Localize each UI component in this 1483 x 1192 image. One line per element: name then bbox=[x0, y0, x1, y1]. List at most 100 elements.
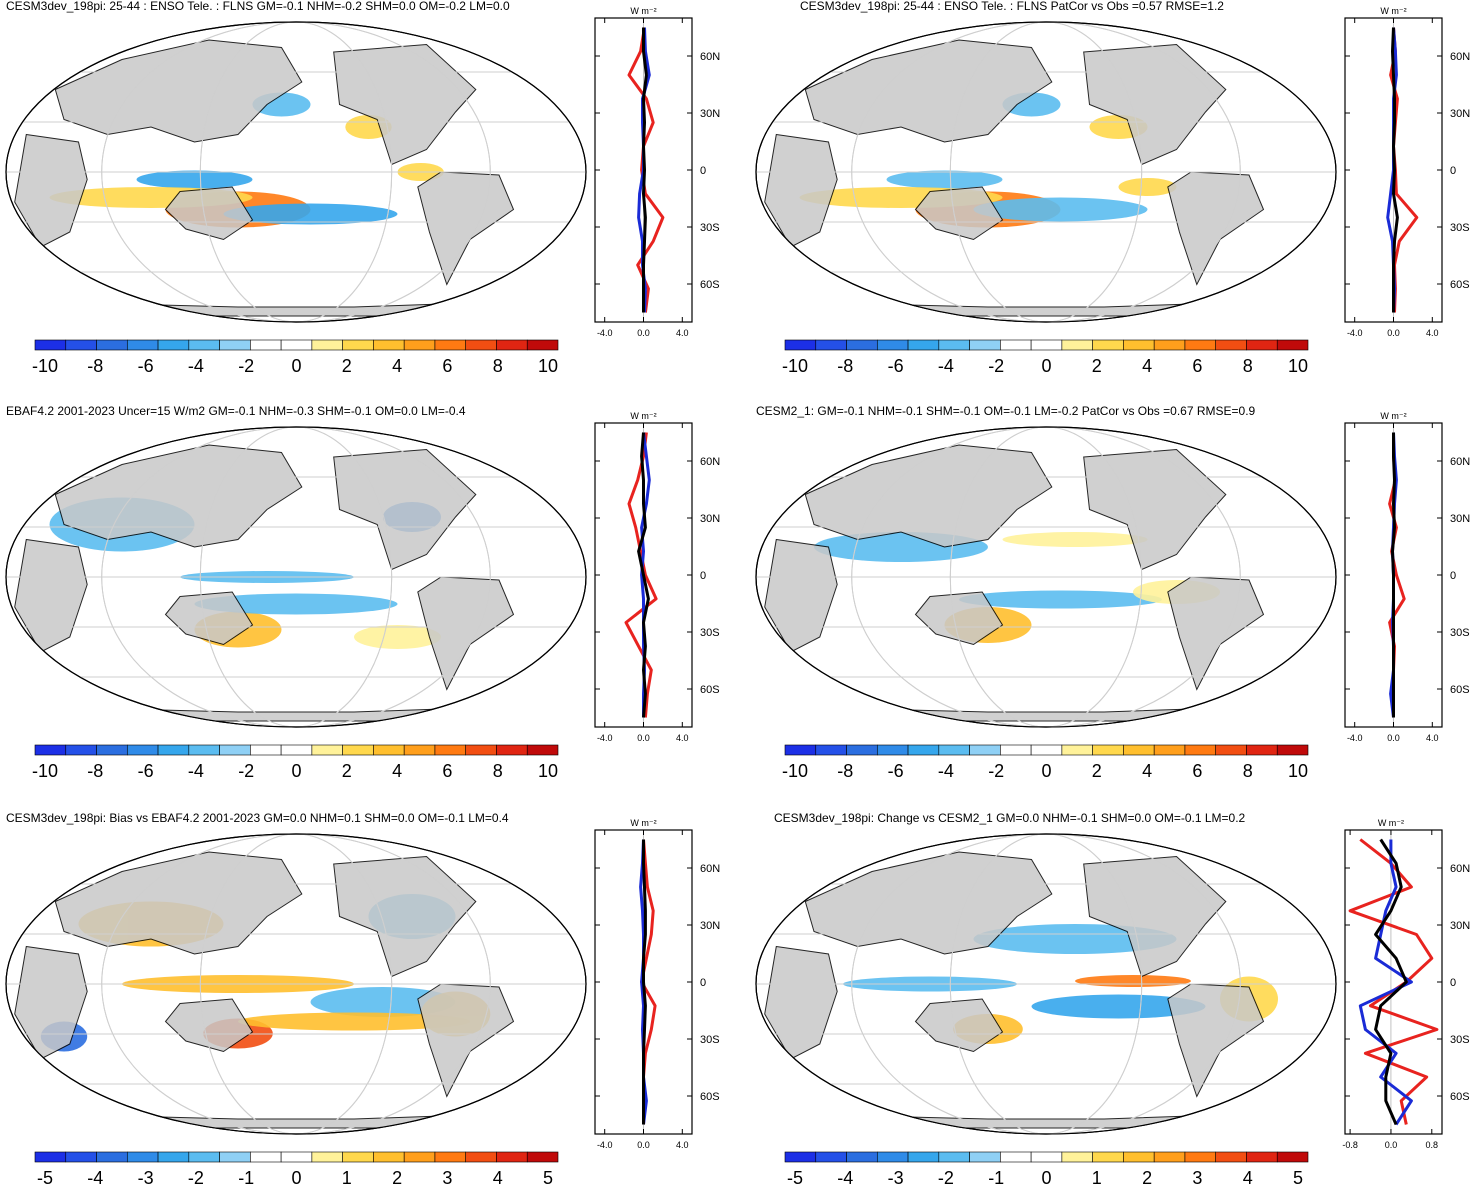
colorbar-segment bbox=[65, 744, 97, 756]
colorbar-segment bbox=[876, 339, 909, 351]
colorbar-label: -8 bbox=[87, 356, 103, 376]
colorbar-segment bbox=[434, 339, 467, 351]
land-mass bbox=[164, 591, 254, 646]
colorbar-segment bbox=[1092, 339, 1124, 351]
colorbar-label: 1 bbox=[1092, 1168, 1102, 1188]
colorbar-segment bbox=[465, 744, 497, 756]
colorbar-label: -4 bbox=[188, 761, 204, 781]
colorbar-label: -3 bbox=[888, 1168, 904, 1188]
anomaly-region bbox=[310, 987, 456, 1017]
y-tick-label: 0 bbox=[1450, 570, 1456, 582]
zonal-mean-series bbox=[1391, 27, 1399, 313]
units-label: W m⁻² bbox=[1378, 818, 1404, 828]
colorbar-segment bbox=[846, 744, 878, 756]
anomaly-region bbox=[1031, 994, 1206, 1019]
colorbar-segment bbox=[311, 744, 343, 756]
land-mass bbox=[54, 39, 303, 143]
y-tick-label: 30N bbox=[700, 108, 720, 120]
x-tick-label: 4.0 bbox=[1426, 328, 1439, 338]
map-figure: W m⁻² -4.0 0.0 4.0 60N 30N 0 30S 60S -10 -8 -6 -4 -2 0… bbox=[5, 6, 720, 376]
colorbar-label: 2 bbox=[1092, 356, 1102, 376]
colorbar-segment bbox=[65, 339, 97, 351]
y-tick-label: 0 bbox=[1450, 165, 1456, 177]
anomaly-region bbox=[1075, 975, 1191, 987]
land-mass bbox=[804, 39, 1053, 143]
colorbar-segment bbox=[34, 1151, 67, 1163]
colorbar-segment bbox=[1184, 339, 1217, 351]
units-label: W m⁻² bbox=[1380, 411, 1406, 421]
colorbar-label: 6 bbox=[1192, 356, 1202, 376]
longitude-line bbox=[949, 427, 1143, 727]
colorbar-label: 8 bbox=[493, 356, 503, 376]
colorbar-segment bbox=[126, 1151, 159, 1163]
colorbar-segment bbox=[219, 1151, 251, 1163]
x-tick-label: 0.0 bbox=[637, 733, 650, 743]
anomaly-region bbox=[973, 197, 1148, 222]
anomaly-region bbox=[1002, 532, 1148, 547]
panel-3: EBAF4.2 2001-2023 Uncer=15 W/m2 GM=-0.1 … bbox=[0, 404, 720, 785]
colorbar-segment bbox=[1153, 1151, 1186, 1163]
panel-title: CESM3dev_198pi: 25-44 : ENSO Tele. : FLN… bbox=[6, 0, 510, 13]
zonal-mean-series bbox=[642, 839, 647, 1125]
map-field bbox=[6, 22, 586, 322]
colorbar-segment bbox=[1276, 339, 1309, 351]
panel-6: CESM3dev_198pi: Change vs CESM2_1 GM=0.0… bbox=[750, 811, 1470, 1192]
colorbar-segment bbox=[1123, 339, 1155, 351]
colorbar-segment bbox=[1184, 1151, 1217, 1163]
colorbar bbox=[784, 744, 1309, 756]
colorbar-label: 4 bbox=[392, 761, 402, 781]
x-tick-label: 4.0 bbox=[676, 328, 689, 338]
colorbar-label: -2 bbox=[188, 1168, 204, 1188]
zonal-mean-series bbox=[1374, 838, 1408, 1126]
colorbar-segment bbox=[157, 1151, 190, 1163]
colorbar-segment bbox=[250, 1151, 282, 1163]
colorbar-segment bbox=[311, 339, 343, 351]
x-tick-label: -4.0 bbox=[1347, 733, 1363, 743]
colorbar-segment bbox=[938, 744, 970, 756]
colorbar-segment bbox=[219, 339, 251, 351]
colorbar-label: 2 bbox=[1092, 761, 1102, 781]
colorbar-segment bbox=[434, 744, 467, 756]
colorbar-label: 2 bbox=[1142, 1168, 1152, 1188]
colorbar-segment bbox=[969, 339, 1001, 351]
y-tick-label: 60S bbox=[700, 1091, 720, 1103]
map-border bbox=[5, 833, 587, 1135]
panel-1: CESM3dev_198pi: 25-44 : ENSO Tele. : FLN… bbox=[0, 0, 720, 380]
anomaly-region bbox=[223, 203, 398, 225]
y-tick-label: 30S bbox=[1450, 1034, 1470, 1046]
colorbar-label: 0 bbox=[291, 356, 301, 376]
colorbar-segment bbox=[1000, 1151, 1032, 1163]
map-border bbox=[755, 833, 1337, 1135]
colorbar-segment bbox=[938, 1151, 970, 1163]
units-label: W m⁻² bbox=[630, 818, 656, 828]
colorbar-label: -6 bbox=[888, 356, 904, 376]
colorbar-label: 0 bbox=[291, 761, 301, 781]
land-mass bbox=[417, 171, 515, 286]
map-figure: W m⁻² -4.0 0.0 4.0 60N 30N 0 30S 60S -10 -8 -6 -4 -2 0… bbox=[5, 411, 720, 781]
panel-title: CESM2_1: GM=-0.1 NHM=-0.1 SHM=-0.1 OM=-0… bbox=[756, 404, 1256, 418]
colorbar-label: -4 bbox=[938, 356, 954, 376]
colorbar-segment bbox=[250, 744, 282, 756]
units-label: W m⁻² bbox=[1380, 6, 1406, 16]
colorbar-segment bbox=[280, 1151, 313, 1163]
land-mass bbox=[764, 133, 838, 248]
land-mass bbox=[914, 591, 1004, 646]
colorbar-segment bbox=[188, 339, 220, 351]
colorbar-label: -4 bbox=[837, 1168, 853, 1188]
land-mass bbox=[914, 998, 1004, 1053]
colorbar-segment bbox=[1153, 744, 1186, 756]
colorbar-segment bbox=[815, 744, 847, 756]
colorbar-segment bbox=[526, 744, 559, 756]
colorbar-segment bbox=[784, 339, 817, 351]
colorbar-segment bbox=[784, 1151, 817, 1163]
zonal-mean-series bbox=[627, 27, 665, 313]
y-tick-label: 60S bbox=[1450, 684, 1470, 696]
x-tick-label: -4.0 bbox=[597, 733, 613, 743]
y-tick-label: 30N bbox=[1450, 108, 1470, 120]
colorbar-segment bbox=[1276, 744, 1309, 756]
colorbar-segment bbox=[465, 339, 497, 351]
colorbar-segment bbox=[373, 339, 405, 351]
colorbar-segment bbox=[1000, 339, 1032, 351]
colorbar-label: -8 bbox=[87, 761, 103, 781]
colorbar-segment bbox=[876, 744, 909, 756]
